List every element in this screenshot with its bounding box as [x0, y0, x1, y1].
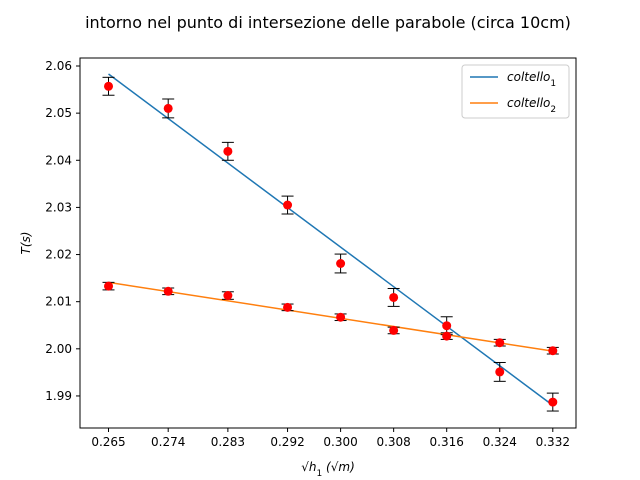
axes-frame	[79, 57, 577, 429]
data-point-series-1-3	[223, 146, 233, 156]
y-tick-label: 2.01	[45, 295, 72, 309]
data-point-series-1-8	[495, 367, 505, 377]
data-point-series-2-2	[163, 286, 173, 296]
x-axis-ticks: 0.265 0.274 0.283 0.292 0.300 0.308 0.316 0.324…	[91, 428, 570, 449]
data-point-series-1-2	[163, 103, 173, 113]
x-tick-label: 0.292	[270, 435, 304, 449]
fit-line-series-1	[108, 73, 554, 406]
y-axis-label: T(s)	[19, 232, 33, 255]
legend-box	[461, 64, 570, 119]
data-point-series-2-9	[548, 346, 558, 356]
y-tick-label: 2.03	[45, 200, 72, 214]
x-axis-label: √h1 (√m)	[301, 460, 355, 479]
legend-label-series-1: coltello1	[507, 70, 556, 89]
data-point-series-1-5	[336, 259, 346, 269]
data-point-series-2-7	[442, 331, 452, 341]
y-axis-ticks: 1.99 2.00 2.01 2.02 2.03 2.04 2.05 2.06	[45, 59, 80, 403]
x-tick-label: 0.300	[323, 435, 357, 449]
x-tick-label: 0.316	[430, 435, 464, 449]
legend: coltello1 coltello2	[461, 64, 570, 119]
x-tick-label: 0.332	[536, 435, 570, 449]
x-tick-label: 0.283	[211, 435, 245, 449]
data-point-series-2-4	[283, 302, 293, 312]
data-point-series-1-7	[442, 321, 452, 331]
error-bars	[102, 76, 559, 412]
data-markers	[104, 81, 558, 407]
x-tick-label: 0.274	[151, 435, 185, 449]
data-point-series-2-5	[336, 312, 346, 322]
data-point-series-2-8	[495, 338, 505, 348]
data-point-series-2-3	[223, 291, 233, 301]
legend-label-series-2: coltello2	[507, 96, 556, 115]
data-point-series-2-1	[104, 281, 114, 291]
y-tick-label: 2.00	[45, 342, 72, 356]
data-point-series-1-4	[283, 200, 293, 210]
y-tick-label: 2.06	[45, 59, 72, 73]
data-point-series-1-9	[548, 397, 558, 407]
data-point-series-1-1	[104, 81, 114, 91]
data-point-series-2-6	[389, 325, 399, 335]
chart-title: intorno nel punto di intersezione delle …	[85, 13, 571, 32]
x-tick-label: 0.265	[91, 435, 125, 449]
x-tick-label: 0.324	[483, 435, 517, 449]
y-tick-label: 2.05	[45, 106, 72, 120]
data-point-series-1-6	[389, 292, 399, 302]
y-tick-label: 2.04	[45, 153, 72, 167]
y-tick-label: 2.02	[45, 248, 72, 262]
fit-lines	[108, 73, 554, 406]
fit-line-series-2	[108, 281, 553, 352]
y-tick-label: 1.99	[45, 389, 72, 403]
x-tick-label: 0.308	[376, 435, 410, 449]
